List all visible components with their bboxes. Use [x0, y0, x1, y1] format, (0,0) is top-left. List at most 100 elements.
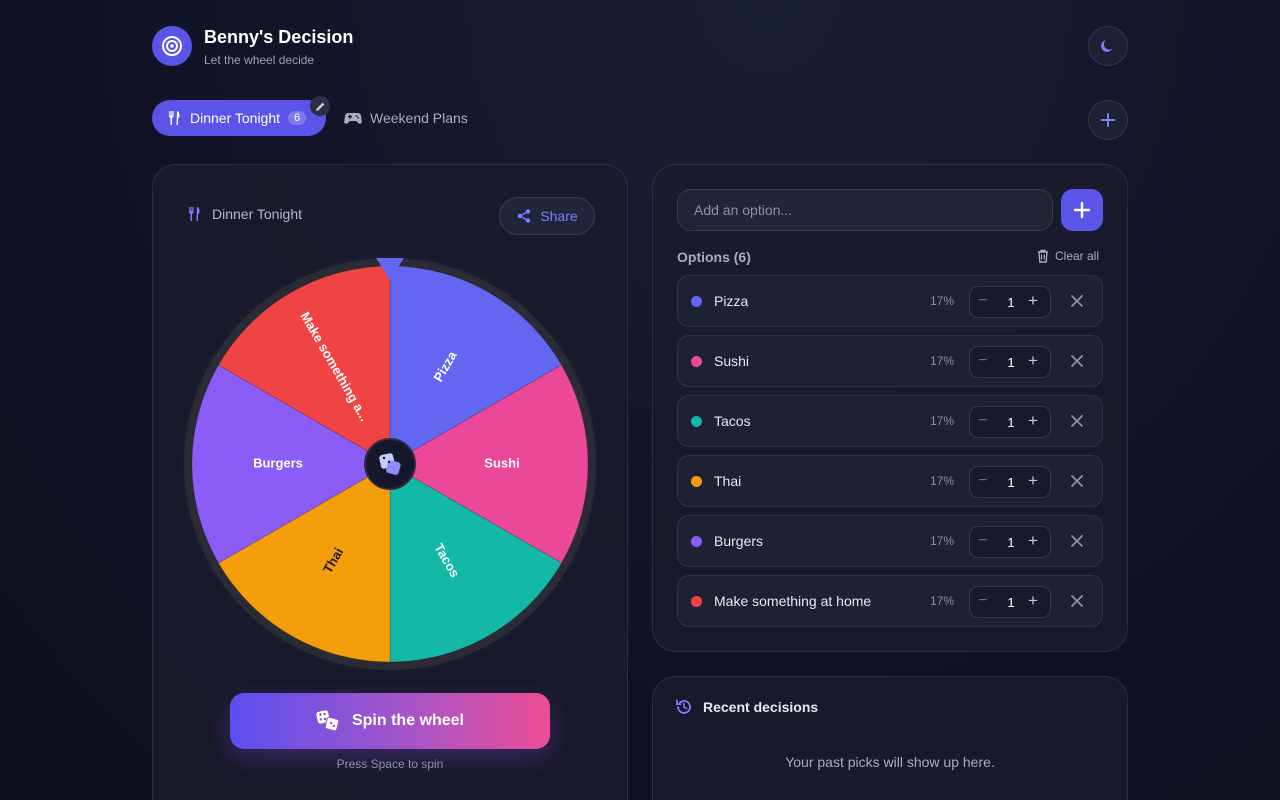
- recent-decisions-header: Recent decisions: [675, 698, 818, 716]
- wheel-segment: [217, 463, 391, 663]
- share-label: Share: [540, 208, 578, 224]
- plus-icon: [1073, 201, 1091, 219]
- option-color-dot: [691, 296, 702, 307]
- weight-stepper: − 1 +: [969, 346, 1051, 378]
- remove-option-icon[interactable]: [1068, 532, 1086, 550]
- add-list-button[interactable]: [1088, 100, 1128, 140]
- option-name: Burgers: [714, 533, 764, 549]
- remove-option-icon[interactable]: [1068, 292, 1086, 310]
- wheel-pointer: [376, 258, 404, 280]
- wheel-segment: [191, 364, 391, 564]
- remove-option-icon[interactable]: [1068, 472, 1086, 490]
- gamepad-icon: [344, 113, 362, 124]
- weight-value: 1: [1007, 415, 1015, 430]
- add-option-input[interactable]: [677, 189, 1053, 231]
- decrease-weight-button[interactable]: −: [978, 412, 988, 429]
- spin-hint: Press Space to spin: [336, 757, 444, 771]
- add-option-button[interactable]: [1061, 189, 1103, 231]
- share-icon: [518, 209, 531, 223]
- clear-all-button[interactable]: Clear all: [1036, 249, 1099, 263]
- decrease-weight-button[interactable]: −: [978, 472, 988, 489]
- spin-button[interactable]: Spin the wheel: [230, 693, 550, 749]
- increase-weight-button[interactable]: +: [1028, 411, 1038, 430]
- options-heading: Options (6): [677, 249, 751, 265]
- increase-weight-button[interactable]: +: [1028, 531, 1038, 550]
- tab-label: Weekend Plans: [370, 110, 468, 126]
- edit-list-button[interactable]: [310, 96, 330, 116]
- weight-value: 1: [1007, 595, 1015, 610]
- option-row: Thai 17% − 1 +: [677, 455, 1103, 507]
- wheel-segment: [389, 364, 589, 564]
- weight-stepper: − 1 +: [969, 406, 1051, 438]
- wheel-segment-label: Burgers: [253, 455, 303, 470]
- remove-option-icon[interactable]: [1068, 352, 1086, 370]
- history-icon: [676, 699, 691, 714]
- option-row: Burgers 17% − 1 +: [677, 515, 1103, 567]
- option-color-dot: [691, 416, 702, 427]
- wheel-segment: [217, 265, 391, 465]
- wheel-list-name: Dinner Tonight: [186, 206, 302, 222]
- app-title: Benny's Decision: [204, 27, 354, 47]
- remove-option-icon[interactable]: [1068, 592, 1086, 610]
- app-subtitle: Let the wheel decide: [204, 53, 315, 67]
- dice-icon: [316, 710, 340, 732]
- spin-wheel[interactable]: Pizza Sushi Tacos Thai Burgers Make something…: [180, 250, 600, 674]
- recent-decisions-card: [652, 676, 1128, 800]
- weight-stepper: − 1 +: [969, 286, 1051, 318]
- target-icon: [162, 36, 182, 56]
- recent-decisions-title: Recent decisions: [703, 699, 819, 715]
- option-percent: 17%: [930, 294, 955, 308]
- decrease-weight-button[interactable]: −: [978, 532, 988, 549]
- option-percent: 17%: [930, 534, 955, 548]
- option-name: Sushi: [714, 353, 750, 369]
- option-percent: 17%: [930, 594, 955, 608]
- share-button[interactable]: Share: [499, 197, 595, 235]
- decrease-weight-button[interactable]: −: [978, 292, 988, 309]
- decrease-weight-button[interactable]: −: [978, 592, 988, 609]
- wheel-segment: [389, 463, 563, 663]
- trash-icon: [1038, 249, 1048, 263]
- theme-toggle-button[interactable]: [1088, 26, 1128, 66]
- tab-dinner-tonight[interactable]: Dinner Tonight 6: [152, 100, 326, 136]
- increase-weight-button[interactable]: +: [1028, 291, 1038, 310]
- clear-all-label: Clear all: [1055, 249, 1100, 263]
- weight-stepper: − 1 +: [969, 466, 1051, 498]
- option-color-dot: [691, 596, 702, 607]
- spin-label: Spin the wheel: [351, 712, 464, 729]
- weight-value: 1: [1007, 475, 1015, 490]
- weight-stepper: − 1 +: [969, 526, 1051, 558]
- option-name: Pizza: [714, 293, 749, 309]
- plus-icon: [1101, 113, 1115, 127]
- weight-value: 1: [1007, 355, 1015, 370]
- tab-count-badge: 6: [288, 111, 307, 125]
- decrease-weight-button[interactable]: −: [978, 352, 988, 369]
- option-name: Thai: [714, 473, 742, 489]
- utensils-icon: [189, 207, 200, 221]
- option-percent: 17%: [930, 354, 955, 368]
- weight-value: 1: [1007, 295, 1015, 310]
- option-name: Tacos: [714, 413, 751, 429]
- tab-weekend-plans[interactable]: Weekend Plans: [344, 100, 468, 136]
- moon-icon: [1101, 40, 1113, 52]
- weight-value: 1: [1007, 535, 1015, 550]
- option-percent: 17%: [930, 414, 955, 428]
- option-color-dot: [691, 356, 702, 367]
- increase-weight-button[interactable]: +: [1028, 591, 1038, 610]
- option-row: Tacos 17% − 1 +: [677, 395, 1103, 447]
- option-row: Sushi 17% − 1 +: [677, 335, 1103, 387]
- remove-option-icon[interactable]: [1068, 412, 1086, 430]
- tab-label: Dinner Tonight: [190, 110, 281, 126]
- wheel-segment-label: Sushi: [484, 455, 519, 470]
- wheel-segment: [389, 265, 563, 465]
- recent-empty-state: Your past picks will show up here.: [785, 754, 995, 770]
- option-name: Make something at home: [714, 593, 872, 609]
- wheel-list-label: Dinner Tonight: [212, 206, 303, 222]
- increase-weight-button[interactable]: +: [1028, 471, 1038, 490]
- utensils-icon: [169, 111, 180, 125]
- pencil-icon: [315, 102, 324, 111]
- option-color-dot: [691, 536, 702, 547]
- option-row: Pizza 17% − 1 +: [677, 275, 1103, 327]
- app-logo: [152, 26, 192, 66]
- increase-weight-button[interactable]: +: [1028, 351, 1038, 370]
- weight-stepper: − 1 +: [969, 586, 1051, 618]
